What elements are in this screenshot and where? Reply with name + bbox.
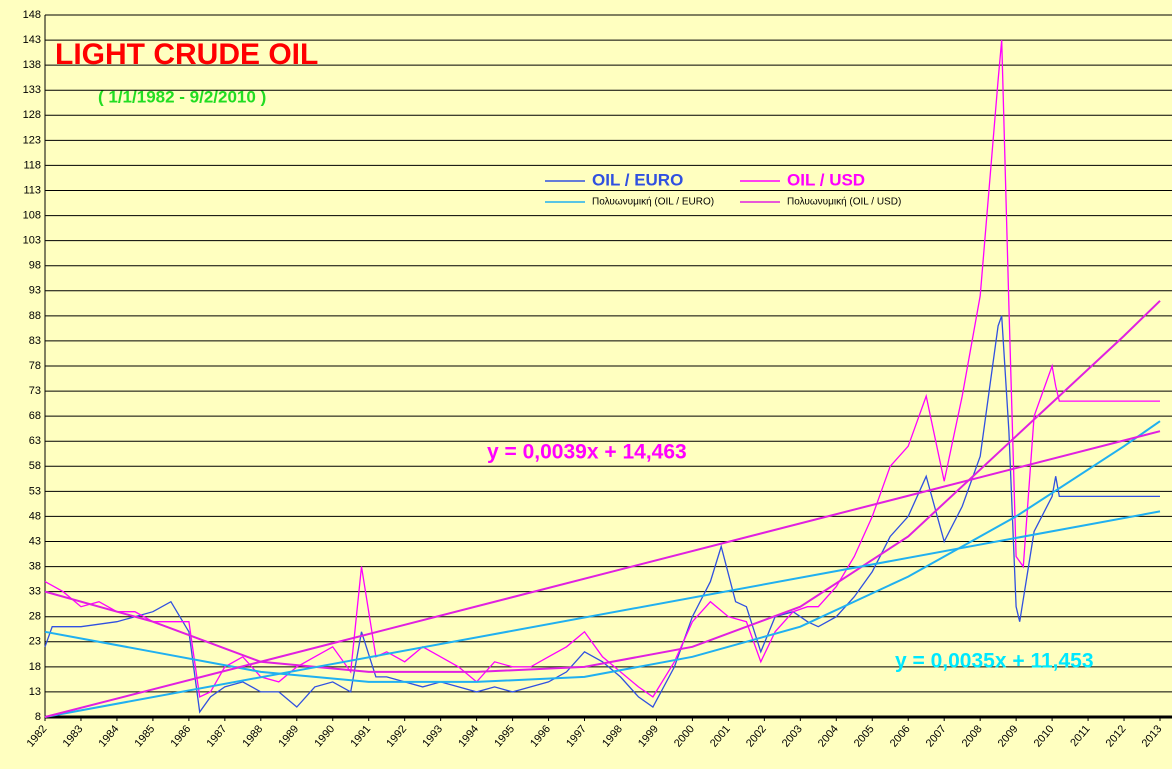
equation-label: y = 0,0035x + 11,453 xyxy=(895,650,1094,673)
y-tick-label: 93 xyxy=(29,285,41,297)
y-tick-label: 148 xyxy=(23,9,41,21)
y-tick-label: 78 xyxy=(29,360,41,372)
y-tick-label: 43 xyxy=(29,535,41,547)
y-tick-label: 98 xyxy=(29,260,41,272)
y-tick-label: 13 xyxy=(29,686,41,698)
legend-label: Πολυωνυμική (OIL / USD) xyxy=(787,196,901,208)
y-tick-label: 113 xyxy=(23,184,41,196)
y-tick-label: 118 xyxy=(23,159,41,171)
y-tick-label: 128 xyxy=(23,109,41,121)
y-tick-label: 143 xyxy=(23,34,41,46)
y-tick-label: 83 xyxy=(29,335,41,347)
y-tick-label: 33 xyxy=(29,586,41,598)
y-tick-label: 53 xyxy=(29,485,41,497)
y-tick-label: 48 xyxy=(29,510,41,522)
y-tick-label: 133 xyxy=(23,84,41,96)
y-tick-label: 103 xyxy=(23,235,41,247)
y-tick-label: 108 xyxy=(23,209,41,221)
y-tick-label: 63 xyxy=(29,435,41,447)
y-tick-label: 23 xyxy=(29,636,41,648)
series-line xyxy=(44,420,1161,683)
legend-label: OIL / USD xyxy=(787,170,865,189)
series-line xyxy=(44,300,1161,673)
y-tick-label: 18 xyxy=(29,661,41,673)
series-line xyxy=(44,510,1161,718)
chart-subtitle: ( 1/1/1982 - 9/2/2010 ) xyxy=(98,87,266,106)
series-line xyxy=(44,430,1161,718)
series-line xyxy=(44,315,1160,714)
chart-title: LIGHT CRUDE OIL xyxy=(55,38,318,71)
y-tick-label: 8 xyxy=(35,711,41,723)
y-tick-label: 68 xyxy=(29,410,41,422)
y-tick-label: 58 xyxy=(29,460,41,472)
y-tick-label: 123 xyxy=(23,134,41,146)
y-tick-label: 88 xyxy=(29,310,41,322)
y-tick-label: 38 xyxy=(29,560,41,572)
legend-label: OIL / EURO xyxy=(592,170,683,189)
y-tick-label: 73 xyxy=(29,385,41,397)
equation-label: y = 0,0039x + 14,463 xyxy=(487,441,687,464)
y-tick-label: 28 xyxy=(29,611,41,623)
y-tick-label: 138 xyxy=(23,59,41,71)
legend-label: Πολυωνυμική (OIL / EURO) xyxy=(592,196,714,208)
